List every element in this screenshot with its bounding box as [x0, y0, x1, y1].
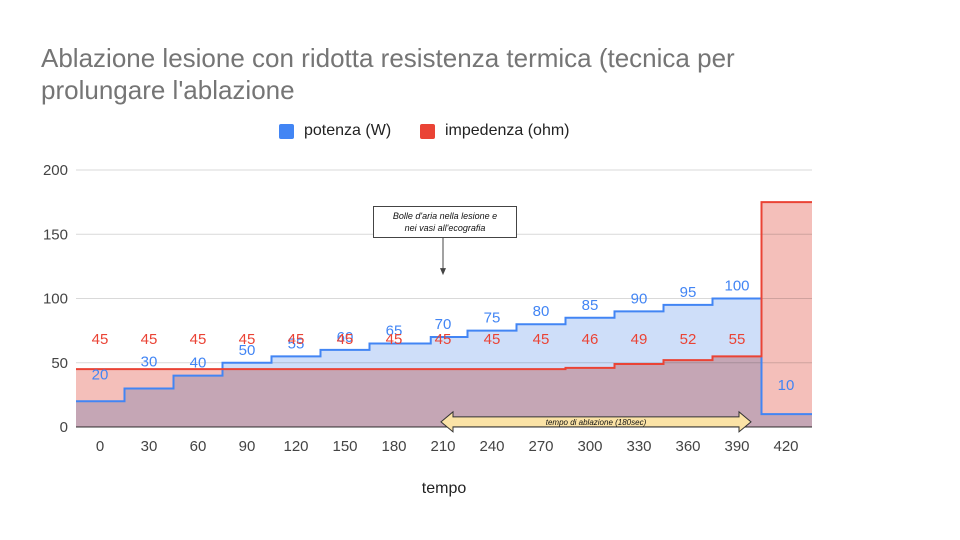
- legend-item-impedenza[interactable]: impedenza (ohm): [420, 122, 570, 140]
- data-label-potenza: 60: [337, 329, 354, 346]
- chart-legend: potenza (W) impedenza (ohm): [0, 122, 960, 146]
- data-labels: 20 30 40 50 55 60 65 70 75 80 85 90 95 100 10 45 45 45 45 4…: [92, 278, 795, 395]
- data-label-potenza: 90: [631, 290, 648, 307]
- legend-swatch-impedenza: [420, 123, 435, 139]
- y-tick-label: 0: [60, 419, 68, 436]
- legend-label-impedenza: impedenza (ohm): [445, 122, 570, 139]
- data-label-impedenza: 45: [484, 331, 501, 348]
- x-tick-label: 0: [96, 438, 104, 455]
- x-axis-label: tempo: [421, 480, 467, 497]
- data-label-potenza: 95: [680, 284, 697, 301]
- annotation-ablation-label: tempo di ablazione (180sec): [546, 418, 647, 427]
- x-tick-label: 300: [577, 438, 602, 455]
- data-label-potenza: 20: [92, 366, 109, 383]
- data-label-potenza: 65: [386, 322, 403, 339]
- data-label-potenza: 85: [582, 297, 599, 314]
- line-impedenza: [76, 201, 812, 371]
- data-label-impedenza: 49: [631, 331, 648, 348]
- x-tick-label: 180: [381, 438, 406, 455]
- data-label-impedenza: 45: [386, 331, 403, 348]
- data-label-impedenza: 45: [141, 331, 158, 348]
- x-tick-label: 150: [332, 438, 357, 455]
- data-label-impedenza: 45: [337, 331, 354, 348]
- data-label-impedenza: 45: [239, 331, 256, 348]
- chart-title: Ablazione lesione con ridotta resistenza…: [41, 43, 735, 105]
- x-tick-label: 270: [528, 438, 553, 455]
- data-label-potenza: 100: [724, 278, 749, 295]
- data-label-impedenza: 52: [680, 331, 697, 348]
- data-label-potenza: 40: [190, 355, 207, 372]
- y-tick-label: 150: [43, 226, 68, 243]
- x-tick-label: 330: [626, 438, 651, 455]
- legend-item-potenza[interactable]: potenza (W): [279, 122, 391, 140]
- annotation-pointer-arrowhead: [440, 268, 446, 276]
- x-tick-label: 360: [675, 438, 700, 455]
- series-lines: [76, 201, 812, 416]
- data-label-impedenza: 55: [729, 331, 746, 348]
- legend-swatch-potenza: [279, 123, 294, 139]
- data-label-impedenza: 45: [288, 331, 305, 348]
- x-tick-label: 120: [283, 438, 308, 455]
- axis-ticks: 0 50 100 150 200 0 30 60 90 120 150 180 210 240 270 300…: [43, 162, 799, 455]
- data-label-potenza: 75: [484, 310, 501, 327]
- annotation-bubbles-line1: Bolle d'aria nella lesione e: [392, 211, 498, 221]
- x-tick-label: 210: [430, 438, 455, 455]
- x-tick-label: 60: [190, 438, 207, 455]
- line-potenza: [76, 297, 812, 416]
- data-label-potenza: 80: [533, 303, 550, 320]
- x-tick-label: 30: [141, 438, 158, 455]
- annotation-bubbles: Bolle d'aria nella lesione e nei vasi al…: [373, 206, 517, 238]
- annotation-bubbles-line2: nei vasi all'ecografia: [404, 223, 486, 233]
- data-label-potenza: 10: [778, 377, 795, 394]
- x-tick-label: 390: [724, 438, 749, 455]
- data-label-potenza: 55: [288, 335, 305, 352]
- x-tick-label: 240: [479, 438, 504, 455]
- annotation-ablation-arrow: [440, 410, 752, 433]
- y-tick-label: 50: [51, 355, 68, 372]
- area-potenza: [76, 298, 812, 427]
- y-tick-label: 200: [43, 162, 68, 179]
- annotations: tempo di ablazione (180sec): [440, 238, 752, 433]
- x-tick-label: 90: [239, 438, 256, 455]
- data-label-impedenza: 45: [435, 331, 452, 348]
- data-label-impedenza: 46: [582, 331, 599, 348]
- y-tick-label: 100: [43, 291, 68, 308]
- data-label-impedenza: 45: [190, 331, 207, 348]
- data-label-impedenza: 45: [92, 331, 109, 348]
- data-label-potenza: 30: [141, 353, 158, 370]
- data-label-potenza: 50: [239, 342, 256, 359]
- data-label-potenza: 70: [435, 316, 452, 333]
- x-tick-label: 420: [773, 438, 798, 455]
- data-label-impedenza: 45: [533, 331, 550, 348]
- legend-label-potenza: potenza (W): [304, 122, 392, 139]
- series-areas: [76, 202, 812, 427]
